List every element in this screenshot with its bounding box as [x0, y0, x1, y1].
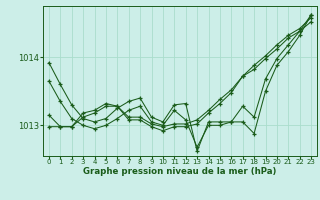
X-axis label: Graphe pression niveau de la mer (hPa): Graphe pression niveau de la mer (hPa)	[83, 167, 277, 176]
